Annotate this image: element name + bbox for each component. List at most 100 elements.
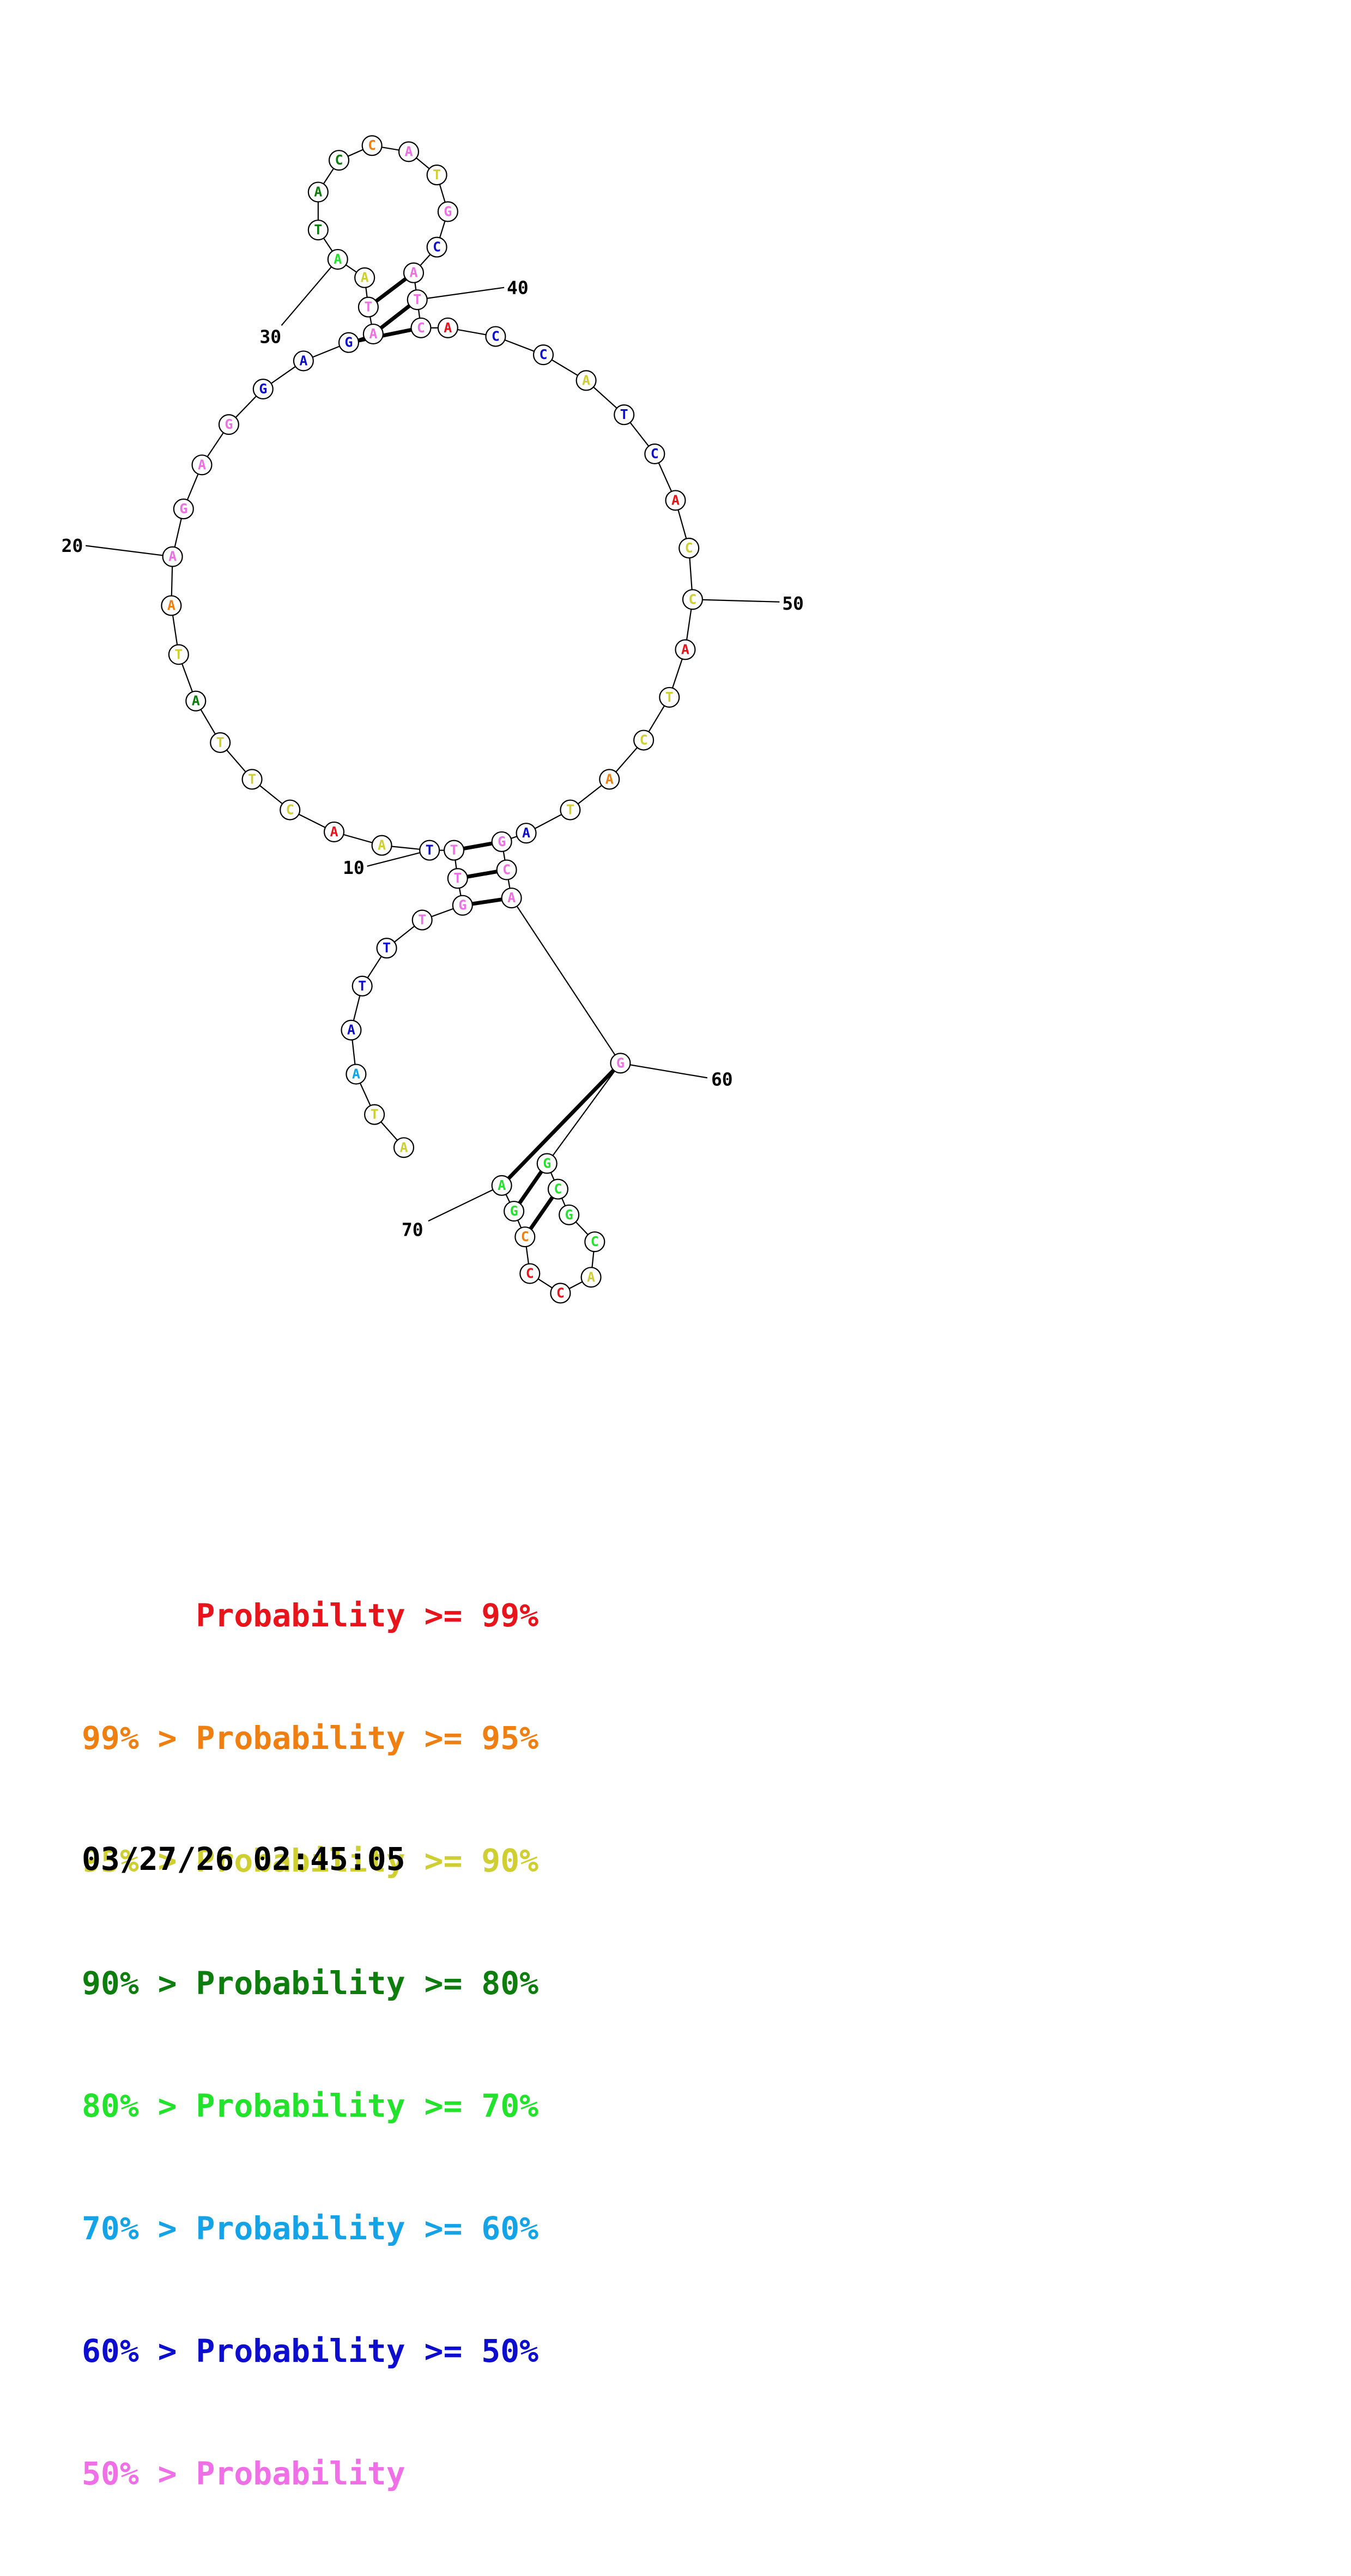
nucleotide-letter: T [383,940,391,956]
nucleotide-circle [419,840,440,861]
nucleotide-circle [426,236,447,258]
nucleotide-circle [185,690,207,712]
nucleotide-circle [411,909,433,931]
nucleotide-circle [218,414,239,435]
nucleotide: G [452,895,473,916]
nucleotide-letter: T [426,842,434,858]
nucleotide-circle [516,823,537,844]
nucleotide-letter: A [404,143,413,159]
nucleotide-circle [323,821,345,842]
nucleotide-letter: T [665,689,674,705]
nucleotide: A [191,454,213,476]
nucleotide-circle [371,835,392,856]
nucleotide-letter: G [444,203,452,219]
nucleotide-letter: C [591,1234,599,1249]
nucleotide: G [536,1153,558,1174]
nucleotide-letter: G [498,834,506,849]
nucleotide-circle [293,350,314,372]
nucleotide-circle [659,686,680,708]
nucleotide-letter: A [352,1066,360,1082]
nucleotide-letter: A [582,372,590,388]
tick-leader [692,599,780,603]
nucleotide-circle [485,326,506,347]
nucleotide-circle [550,1283,571,1304]
legend-row: 95% > Probability >= 90% [82,1842,539,1879]
nucleotide-circle [407,289,428,311]
nucleotide: C [682,589,704,610]
tick-leader [86,545,173,557]
nucleotide-letter: G [259,381,267,397]
nucleotide-letter: T [418,912,426,928]
nucleotide-circle [575,370,597,391]
nucleotide-circle [328,150,350,171]
nucleotide-letter: C [335,152,343,168]
nucleotide-circle [437,317,458,338]
nucleotide-letter: G [565,1207,573,1223]
nucleotide: G [610,1053,631,1074]
nucleotide: C [547,1178,568,1200]
nucleotide: A [162,546,183,567]
nucleotide-circle [191,454,213,476]
nucleotide-letter: C [417,320,425,336]
nucleotide-circle [580,1267,602,1288]
nucleotide: G [218,414,239,435]
nucleotide: A [346,1064,367,1085]
nucleotide-circle [599,769,620,790]
tick-leader [620,1062,708,1079]
tick-label: 40 [507,277,529,298]
nucleotide: T [419,840,440,861]
nucleotide-letter: C [651,446,659,461]
nucleotide: C [532,344,554,366]
nucleotide-letter: A [378,837,386,853]
nucleotide: C [644,443,665,465]
nucleotide: G [173,499,194,520]
nucleotide-circle [682,589,704,610]
nucleotide-circle [501,888,522,909]
nucleotide: T [407,289,428,311]
position-ticks: 10 20 30 40 50 60 70 [62,259,804,1240]
nucleotide: T [307,220,329,241]
nucleotide-letter: G [225,416,233,432]
nucleotide: T [560,799,581,821]
nucleotide: C [328,150,350,171]
nucleotide-circle [491,1175,512,1196]
nucleotide: C [280,799,301,821]
nucleotide: A [491,1175,512,1196]
nucleotide-circle [173,499,194,520]
nucleotide-letter: G [179,501,187,517]
nucleotide: G [437,201,458,222]
nucleotide-circle [352,975,373,997]
nucleotide-circle [447,868,468,889]
nucleotide: C [410,317,432,338]
nucleotide-letter: C [685,540,693,556]
nucleotide-circle [210,732,231,754]
nucleotide: T [659,686,680,708]
nucleotide-letter: A [347,1022,355,1038]
nucleotide-circle [644,443,665,465]
base-pair-bond [348,326,422,345]
nucleotide: A [665,490,686,511]
nucleotide-letter: A [334,251,342,267]
nucleotide-circle [519,1263,541,1284]
nucleotide: T [614,404,635,426]
nucleotide-letter: T [566,802,574,818]
nucleotide-letter: T [450,842,458,858]
nucleotide-circle [346,1064,367,1085]
nucleotide: G [491,831,512,852]
nucleotide-circle [437,201,458,222]
nucleotide: T [364,1104,385,1125]
nucleotide-circle [361,135,383,156]
nucleotide: C [514,1226,536,1248]
backbone-segment [511,897,621,1064]
nucleotide-letter: A [330,824,338,840]
nucleotide: C [633,730,655,751]
nucleotide-letter: C [526,1266,534,1281]
nucleotide-circle [241,769,263,790]
nucleotide: A [371,835,392,856]
nucleotide-circle [614,404,635,426]
nucleotide: A [403,262,425,283]
tick-leader [417,287,505,301]
nucleotide-circle [547,1178,568,1200]
